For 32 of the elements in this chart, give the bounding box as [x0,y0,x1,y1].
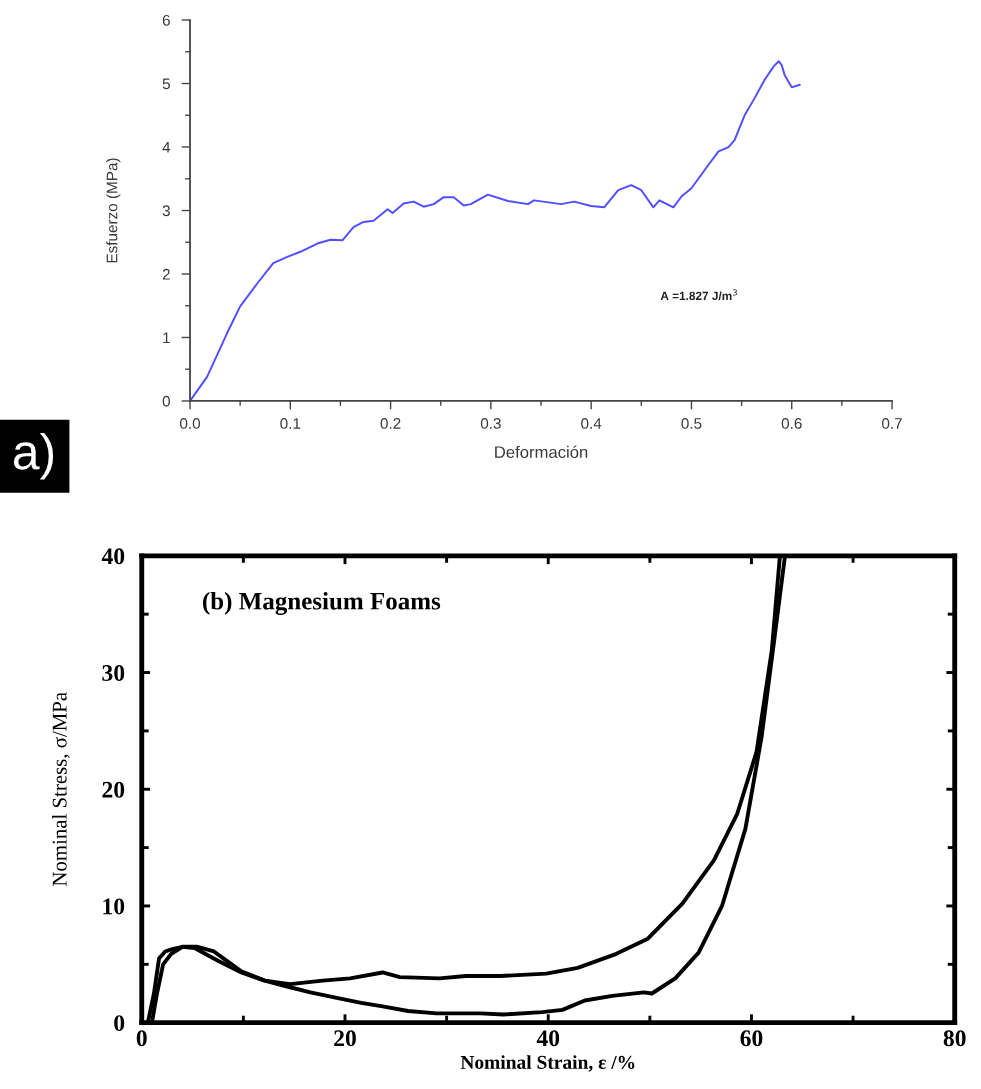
x-tick-label: 0.7 [882,418,902,429]
x-tick-label: 0 [136,1030,147,1047]
y-axis-title: Nominal Stress, σ/MPa [52,692,70,886]
y-tick-label: 0 [114,1015,125,1032]
x-tick-label: 0.6 [781,418,802,429]
y-tick-label: 6 [162,14,170,26]
x-tick-label: 20 [334,1030,356,1047]
x-tick-label: 0.1 [280,418,301,429]
x-tick-label: 0.3 [480,418,501,429]
y-tick-label: 0 [162,395,170,407]
x-axis-title: Nominal Strain, ε /% [460,1055,635,1072]
x-tick-label: 40 [536,1030,560,1047]
y-tick-label: 2 [162,268,170,280]
text: (b) Magnesium Foams [203,592,441,615]
y-tick-label: 1 [163,332,170,344]
x-tick-label: 0.2 [380,418,401,429]
x-axis-title: Deformación [495,445,588,459]
y-tick-label: 40 [101,548,125,565]
x-tick-label: 0.0 [180,418,201,429]
y-tick-label: 20 [102,781,125,798]
y-axis-title: Esfuerzo (MPa) [106,158,121,263]
x-tick-label: 0.4 [581,418,602,429]
y-tick-label: 5 [162,78,170,90]
x-tick-label: 0.5 [681,418,702,429]
y-tick-label: 30 [102,665,125,681]
y-tick-label: 4 [162,142,171,153]
x-tick-label: 60 [740,1030,763,1047]
y-tick-label: 3 [162,205,170,217]
y-tick-label: 10 [103,898,125,915]
text: a) [13,432,54,480]
annotation: A =1.827 J/m$^{3}$ [660,289,737,301]
x-tick-label: 80 [943,1030,966,1047]
